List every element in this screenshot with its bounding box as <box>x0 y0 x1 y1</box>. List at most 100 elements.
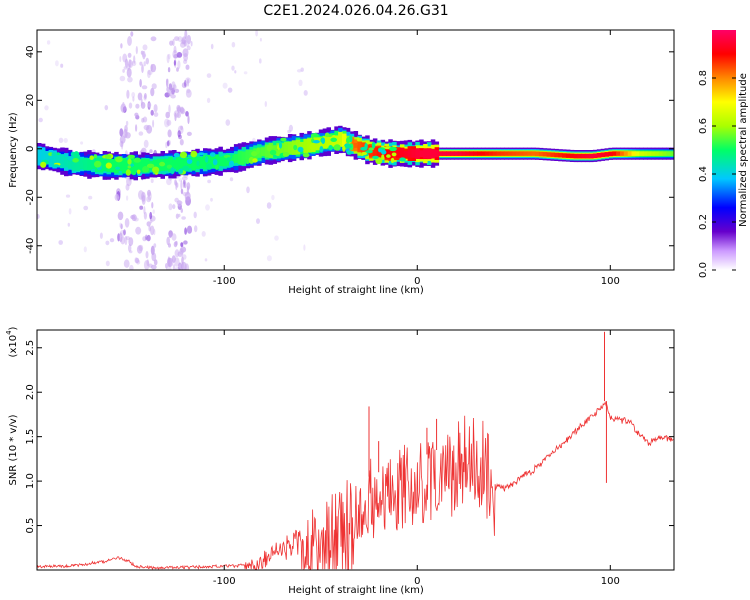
snr-scale-label: (x104) <box>5 326 19 357</box>
ridge-core-cell <box>508 151 513 156</box>
noise-speckle <box>146 196 152 203</box>
noise-speckle <box>145 57 149 65</box>
ridge-core-cell <box>411 151 416 156</box>
noise-speckle <box>127 76 133 83</box>
ridge-core-cell <box>342 138 347 143</box>
ridge-core-cell <box>600 152 606 157</box>
ridge-core-cell <box>542 152 548 157</box>
noise-speckle <box>143 206 146 215</box>
ridge-core-cell <box>465 151 470 156</box>
svg-text:(x104): (x104) <box>5 326 19 357</box>
noise-speckle <box>174 257 180 267</box>
noise-speckle <box>55 60 59 67</box>
noise-speckle <box>141 117 145 123</box>
ridge-cell <box>141 160 146 172</box>
noise-speckle <box>166 86 170 93</box>
ridge-cell <box>199 159 204 166</box>
ridge-blob <box>381 149 387 155</box>
ridge-core-cell <box>558 153 563 158</box>
ridge-blob <box>56 152 60 156</box>
ridge-blob <box>278 142 283 149</box>
noise-speckle <box>169 233 172 239</box>
ridge-cell <box>318 138 324 148</box>
ridge-cell <box>218 156 223 166</box>
noise-speckle <box>146 221 151 227</box>
noise-speckle <box>127 36 132 46</box>
noise-speckle <box>124 218 130 228</box>
ridge-cell <box>87 160 92 169</box>
ridge-core-cell <box>569 153 575 158</box>
ridge-core-cell <box>419 151 424 156</box>
ridge-blob <box>131 169 137 176</box>
ridge-core-cell <box>565 153 571 158</box>
ridge-blob <box>115 156 123 163</box>
ridge-cell <box>284 143 289 154</box>
ridge-core-cell <box>446 151 451 156</box>
ridge-cell <box>666 152 671 155</box>
noise-speckle <box>181 82 187 89</box>
noise-speckle <box>246 186 250 194</box>
noise-speckle <box>132 96 135 102</box>
noise-speckle <box>194 225 198 233</box>
ridge-cell <box>674 150 679 157</box>
noise-speckle <box>138 131 144 136</box>
ridge-cell <box>71 159 77 168</box>
ridge-blob <box>311 133 314 139</box>
ridge-blob <box>196 160 200 167</box>
noise-speckle <box>170 94 176 99</box>
spectrogram-xtick-label: -100 <box>213 276 236 287</box>
noise-speckle <box>123 259 130 268</box>
ridge-cell <box>179 160 185 167</box>
ridge-core-cell <box>434 151 440 156</box>
noise-speckle <box>119 140 124 148</box>
ridge-core-cell <box>372 149 378 154</box>
ridge-cell <box>121 162 127 170</box>
snr-ytick-label: 1.0 <box>25 473 36 489</box>
noise-speckle <box>210 43 214 50</box>
noise-speckle <box>167 257 172 268</box>
ridge-blob <box>302 152 310 158</box>
noise-speckle <box>186 78 190 87</box>
noise-speckle <box>150 225 155 236</box>
ridge-blob <box>205 163 213 170</box>
ridge-blob <box>293 144 298 151</box>
ridge-cell <box>303 143 308 149</box>
noise-speckle <box>119 232 123 243</box>
noise-speckle <box>139 79 142 88</box>
noise-speckle <box>255 30 258 37</box>
snr-ytick-label: 2.5 <box>25 340 36 356</box>
noise-speckle <box>83 246 87 253</box>
noise-speckle <box>124 235 128 246</box>
noise-speckle <box>186 182 191 191</box>
noise-speckle <box>183 240 188 245</box>
ridge-core-cell <box>450 151 455 156</box>
ridge-blob <box>324 132 330 138</box>
ridge-core-cell <box>596 153 602 158</box>
noise-speckle <box>150 87 155 97</box>
ridge-cell <box>674 148 679 160</box>
noise-speckle <box>151 202 154 209</box>
noise-speckle <box>168 203 173 211</box>
ridge-core-cell <box>608 151 613 156</box>
noise-speckle <box>119 222 122 228</box>
noise-speckle <box>172 49 178 59</box>
noise-speckle <box>146 234 151 242</box>
ridge-blob <box>115 166 121 170</box>
ridge-core-cell <box>573 154 579 159</box>
noise-speckle <box>177 200 182 207</box>
ridge-cell <box>110 160 115 172</box>
figure-title: C2E1.2024.026.04.26.G31 <box>263 3 448 19</box>
colorbar-tick-label: 0.0 <box>698 262 709 278</box>
ridge-blob <box>133 157 141 163</box>
ridge-cell <box>230 156 235 163</box>
ridge-cell <box>315 140 320 148</box>
ridge-cell <box>241 151 247 162</box>
noise-speckle <box>296 69 302 73</box>
noise-speckle <box>181 261 187 270</box>
noise-speckle <box>140 50 144 55</box>
ridge-blob <box>198 152 205 156</box>
noise-speckle <box>143 124 150 131</box>
ridge-core-cell <box>430 151 436 156</box>
ridge-core-cell <box>531 151 536 156</box>
noise-speckle <box>88 195 93 200</box>
